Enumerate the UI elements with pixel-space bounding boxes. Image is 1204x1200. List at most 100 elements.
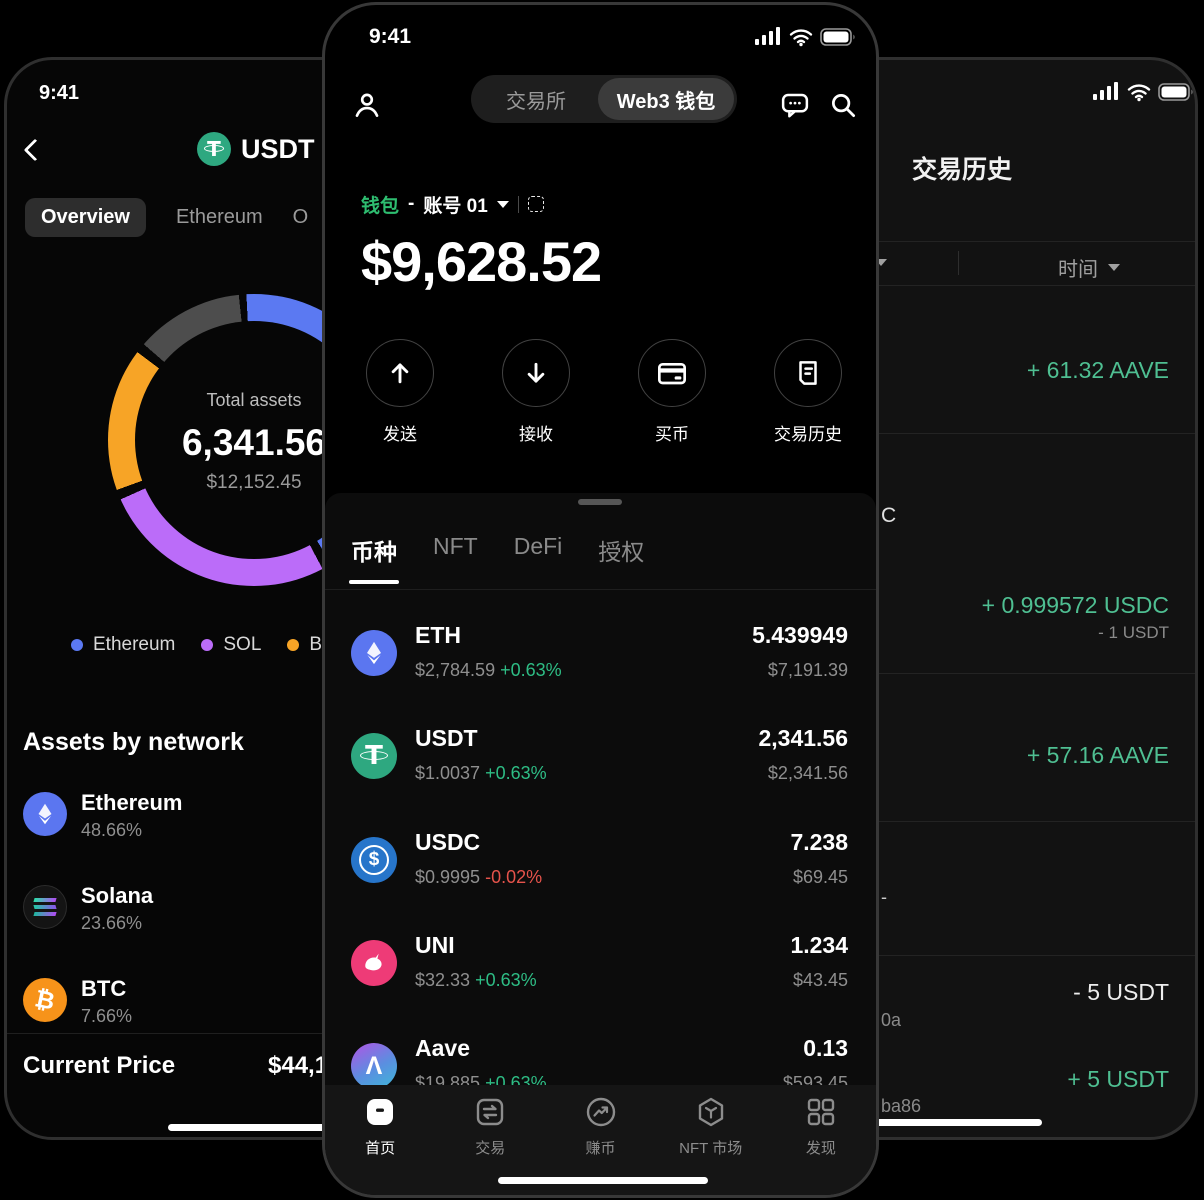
tab-approvals[interactable]: 授权 [598, 539, 645, 565]
send-button[interactable]: 发送 [332, 339, 468, 445]
nav-nft-market[interactable]: NFT 市场 [656, 1085, 766, 1195]
legend-ethereum: Ethereum [71, 634, 175, 656]
chevron-down-icon [1108, 264, 1120, 271]
assets-sheet [325, 493, 876, 1085]
nav-home[interactable]: 首页 [325, 1085, 435, 1195]
sheet-tabs: 币种 NFT DeFi 授权 [351, 533, 644, 567]
wifi-icon [789, 28, 813, 46]
divider [653, 955, 1195, 956]
signal-icon [1093, 82, 1118, 100]
battery-icon [820, 28, 855, 46]
divider [325, 589, 876, 590]
user-icon[interactable] [351, 89, 383, 121]
card-icon [638, 339, 706, 407]
search-icon[interactable] [828, 90, 860, 122]
tether-icon: T [351, 733, 397, 779]
trade-icon [477, 1098, 504, 1126]
home-indicator[interactable] [168, 1124, 398, 1131]
eth-icon [351, 630, 397, 676]
change-pct: -0.02% [485, 867, 543, 887]
tx-text-fragment: - [881, 887, 887, 907]
tab-nft[interactable]: NFT [433, 533, 478, 559]
aave-icon: Λ [351, 1043, 397, 1089]
home-indicator[interactable] [812, 1119, 1042, 1126]
tab-ethereum[interactable]: Ethereum [175, 206, 263, 228]
donut-center-label: Total assets [206, 390, 302, 410]
tab-truncated[interactable]: O [292, 206, 309, 228]
nft-icon [698, 1097, 723, 1127]
history-button[interactable]: 交易历史 [740, 339, 876, 445]
token-row-uni[interactable]: UNI $32.33 +0.63% 1.234 $43.45 [325, 912, 876, 1014]
nav-trade[interactable]: 交易 [435, 1085, 545, 1195]
signal-icon [755, 27, 780, 45]
network-row-btc[interactable]: ₿ BTC 7.66% [23, 974, 343, 1064]
donut-center-amount: 6,341.56 [181, 422, 327, 463]
home-indicator[interactable] [498, 1177, 708, 1184]
time-filter[interactable]: 时间 [1058, 253, 1120, 282]
divider [653, 673, 1195, 674]
tx-amount[interactable]: + 57.16 AAVE [1026, 742, 1169, 768]
divider [517, 195, 519, 213]
status-time: 9:41 [369, 25, 412, 48]
divider [653, 433, 1195, 434]
status-icons [1093, 82, 1194, 102]
nav-discover[interactable]: 发现 [766, 1085, 876, 1195]
tx-amount[interactable]: + 61.32 AAVE [1026, 357, 1169, 383]
tx-text-fragment: C [881, 504, 897, 527]
account-label: 账号 01 [423, 195, 488, 217]
back-chevron-icon[interactable] [23, 138, 47, 162]
network-row-solana[interactable]: Solana 23.66% [23, 881, 343, 971]
divider [653, 241, 1195, 242]
page-title: T USDT [197, 132, 315, 166]
scan-icon[interactable] [527, 196, 544, 212]
legend-dot-btc [287, 639, 300, 651]
tab-web3-wallet[interactable]: Web3 钱包 [598, 78, 734, 120]
legend-sol: SOL [201, 634, 261, 656]
asset-tabs: Overview Ethereum O [25, 198, 308, 237]
document-icon [774, 339, 842, 407]
segmented-control: 交易所 Web3 钱包 [471, 75, 737, 123]
wallet-label: 钱包 [361, 195, 400, 217]
battery-icon [1158, 83, 1193, 101]
total-balance: $9,628.52 [361, 230, 602, 293]
tx-address-fragment: 0a [881, 1010, 902, 1030]
message-icon[interactable] [780, 90, 812, 122]
token-row-usdc[interactable]: $ USDC $0.9995 -0.02% 7.238 $69.45 [325, 809, 876, 911]
arrow-down-icon [502, 339, 570, 407]
network-row-ethereum[interactable]: Ethereum 48.66% [23, 788, 343, 878]
tx-address-fragment: ba86 [881, 1096, 922, 1116]
change-pct: +0.63% [475, 970, 537, 990]
current-price-label: Current Price [23, 1052, 176, 1079]
token-row-eth[interactable]: ETH $2,784.59 +0.63% 5.439949 $7,191.39 [325, 602, 876, 704]
tx-amount[interactable]: - 5 USDT [1073, 979, 1169, 1005]
page-title-text: USDT [241, 133, 315, 164]
tab-coins[interactable]: 币种 [351, 539, 397, 565]
usdc-icon: $ [351, 837, 397, 883]
solana-icon [23, 885, 67, 929]
ethereum-icon [23, 792, 67, 836]
receive-button[interactable]: 接收 [468, 339, 604, 445]
arrow-up-icon [366, 339, 434, 407]
home-icon [367, 1099, 394, 1125]
wallet-selector[interactable]: 钱包 - 账号 01 [361, 191, 544, 217]
tab-exchange[interactable]: 交易所 [506, 90, 566, 113]
donut-legend: Ethereum SOL BTC [71, 634, 347, 656]
change-pct: +0.63% [485, 763, 547, 783]
btc-icon: ₿ [23, 978, 67, 1022]
tab-defi[interactable]: DeFi [513, 533, 563, 559]
tx-amount[interactable]: + 5 USDT [1067, 1066, 1169, 1092]
discover-icon [807, 1098, 835, 1126]
tx-amount[interactable]: + 0.999572 USDC [981, 592, 1169, 618]
legend-dot-sol [201, 639, 214, 651]
tab-overview[interactable]: Overview [25, 198, 146, 237]
buy-crypto-button[interactable]: 买币 [604, 339, 740, 445]
drag-handle[interactable] [578, 499, 622, 505]
token-row-usdt[interactable]: T USDT $1.0037 +0.63% 2,341.56 $2,341.56 [325, 705, 876, 807]
nav-earn[interactable]: 赚币 [545, 1085, 655, 1195]
section-title: Assets by network [23, 728, 244, 756]
chevron-down-icon[interactable] [875, 259, 887, 266]
status-time: 9:41 [39, 82, 80, 104]
action-buttons: 发送 接收 买币 交易历史 [332, 339, 876, 445]
donut-center-usd: $12,152.45 [206, 472, 302, 493]
